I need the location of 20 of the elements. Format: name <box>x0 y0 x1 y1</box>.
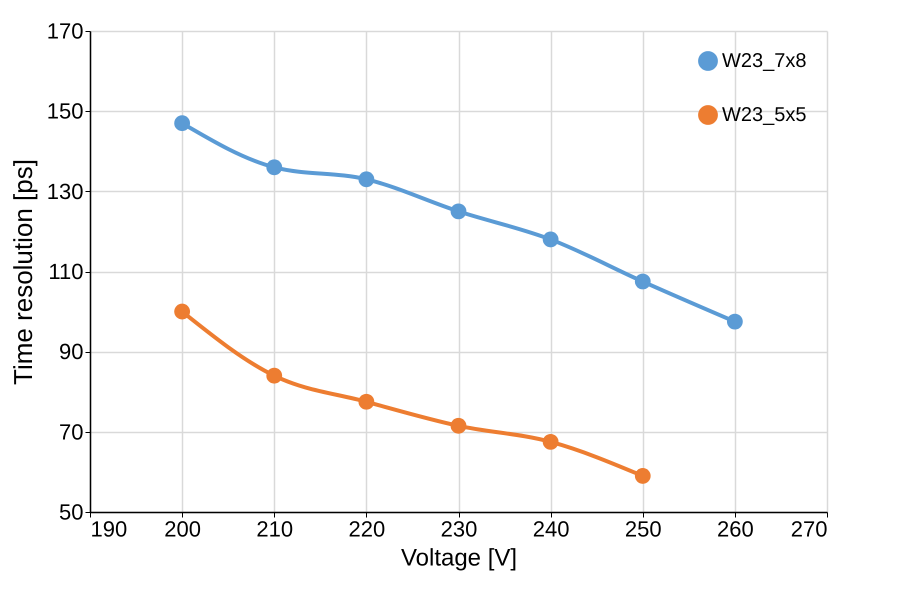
legend-label: W23_5x5 <box>722 104 806 126</box>
y-tick-label: 70 <box>59 419 84 444</box>
x-tick-label: 230 <box>440 516 478 542</box>
y-tick-label: 130 <box>46 178 84 204</box>
y-tick-label: 110 <box>48 259 84 284</box>
y-tick-label: 90 <box>59 339 84 364</box>
x-tick-label: 270 <box>790 516 828 542</box>
x-tick-label: 190 <box>90 516 128 542</box>
x-tick-label: 220 <box>348 516 386 542</box>
legend-label: W23_7x8 <box>722 50 806 72</box>
x-tick-label: 260 <box>717 516 754 542</box>
x-axis-title: Voltage [V] <box>400 544 518 572</box>
y-tick-label: 50 <box>59 500 84 524</box>
x-tick-label: 210 <box>256 516 294 542</box>
y-axis-title: Time resolution [ps] <box>8 159 38 385</box>
y-tick-label: 150 <box>46 98 84 124</box>
y-tick-label: 170 <box>46 18 84 44</box>
x-tick-label: 250 <box>624 516 662 542</box>
x-tick-label: 240 <box>532 516 570 542</box>
x-tick-label: 200 <box>164 516 201 542</box>
